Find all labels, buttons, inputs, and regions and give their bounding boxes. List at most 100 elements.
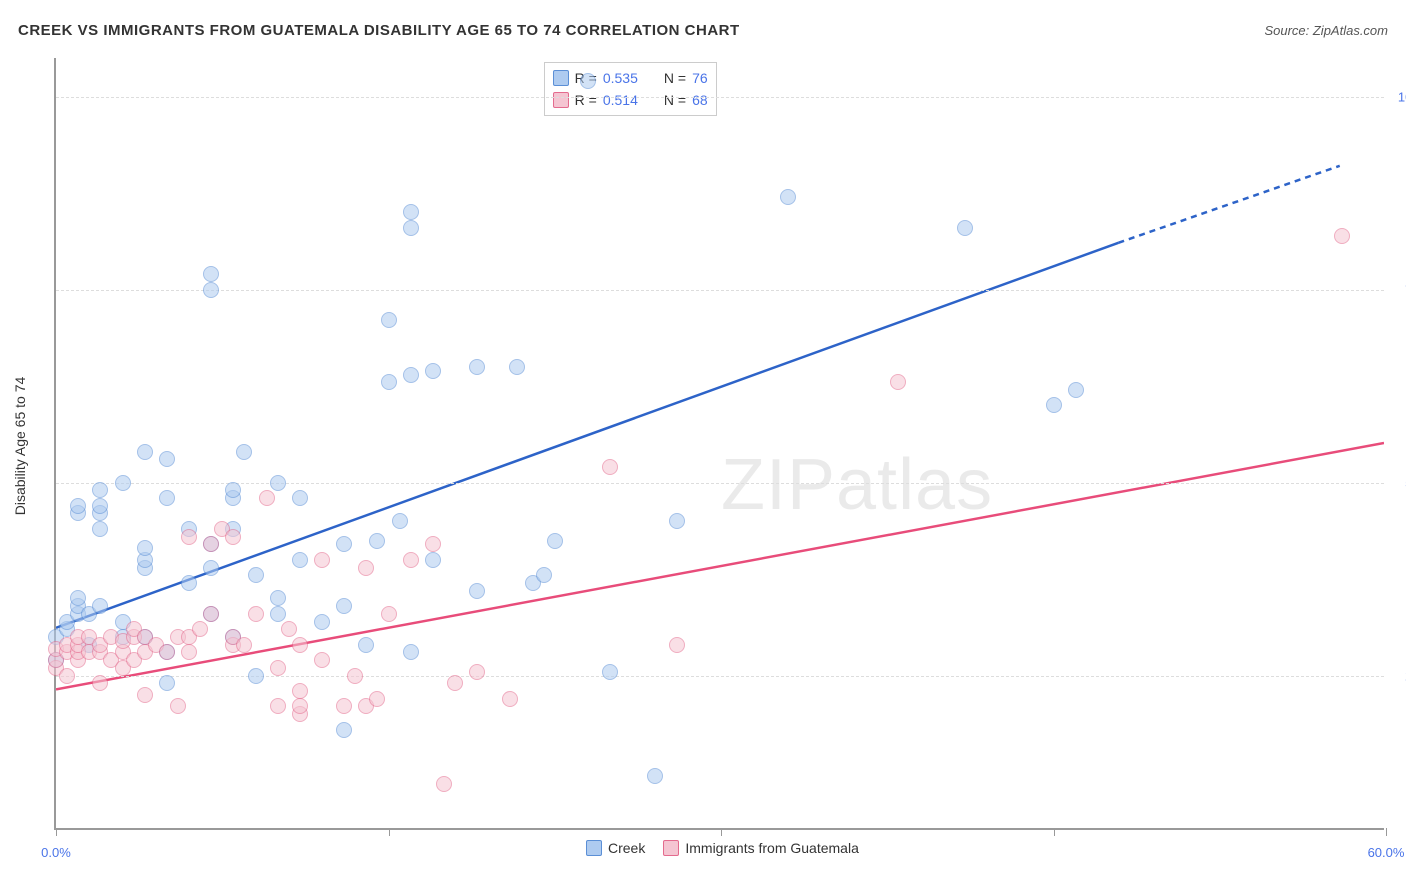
scatter-point (159, 451, 175, 467)
scatter-point (137, 444, 153, 460)
gridline-horizontal (56, 483, 1384, 484)
x-tick (389, 828, 390, 836)
correlation-stats-legend: R = 0.535N = 76R = 0.514N = 68 (544, 62, 717, 116)
scatter-point (236, 444, 252, 460)
scatter-point (780, 189, 796, 205)
n-label: N = (664, 89, 686, 111)
scatter-point (669, 637, 685, 653)
scatter-point (425, 363, 441, 379)
scatter-point (225, 482, 241, 498)
scatter-point (403, 367, 419, 383)
scatter-point (347, 668, 363, 684)
series-legend: Creek Immigrants from Guatemala (586, 840, 859, 856)
scatter-point (248, 606, 264, 622)
scatter-point (336, 722, 352, 738)
scatter-point (248, 567, 264, 583)
gridline-horizontal (56, 97, 1384, 98)
legend-item: Immigrants from Guatemala (663, 840, 859, 856)
scatter-point (203, 606, 219, 622)
legend-swatch (553, 92, 569, 108)
trendlines-svg (56, 58, 1384, 828)
scatter-point (403, 220, 419, 236)
source-prefix: Source: (1264, 23, 1312, 38)
scatter-point (403, 552, 419, 568)
scatter-point (369, 691, 385, 707)
scatter-point (115, 475, 131, 491)
r-value: 0.535 (603, 67, 638, 89)
scatter-point (70, 498, 86, 514)
scatter-point (381, 374, 397, 390)
scatter-point (381, 606, 397, 622)
scatter-point (192, 621, 208, 637)
scatter-point (92, 498, 108, 514)
scatter-point (381, 312, 397, 328)
scatter-point (580, 73, 596, 89)
scatter-point (236, 637, 252, 653)
legend-stat-row: R = 0.514N = 68 (553, 89, 708, 111)
trendline-dashed (1118, 166, 1339, 243)
scatter-point (137, 540, 153, 556)
watermark-part2: atlas (836, 445, 993, 525)
scatter-point (647, 768, 663, 784)
scatter-point (181, 529, 197, 545)
scatter-point (225, 529, 241, 545)
legend-stat-row: R = 0.535N = 76 (553, 67, 708, 89)
legend-label: Creek (608, 840, 645, 856)
scatter-point (669, 513, 685, 529)
scatter-point (181, 575, 197, 591)
scatter-point (137, 687, 153, 703)
gridline-horizontal (56, 290, 1384, 291)
scatter-point (270, 660, 286, 676)
scatter-point (92, 521, 108, 537)
scatter-point (248, 668, 264, 684)
scatter-point (292, 683, 308, 699)
scatter-point (292, 698, 308, 714)
legend-label: Immigrants from Guatemala (685, 840, 859, 856)
scatter-point (203, 282, 219, 298)
x-tick (721, 828, 722, 836)
scatter-point (469, 583, 485, 599)
scatter-point (358, 637, 374, 653)
chart-title: CREEK VS IMMIGRANTS FROM GUATEMALA DISAB… (18, 22, 740, 39)
scatter-point (436, 776, 452, 792)
trendline (56, 443, 1384, 689)
watermark-part1: ZIP (721, 445, 836, 525)
scatter-point (314, 652, 330, 668)
scatter-point (314, 552, 330, 568)
x-tick (56, 828, 57, 836)
scatter-point (469, 359, 485, 375)
n-label: N = (664, 67, 686, 89)
scatter-point (292, 637, 308, 653)
scatter-point (469, 664, 485, 680)
x-tick (1386, 828, 1387, 836)
scatter-point (314, 614, 330, 630)
scatter-point (602, 664, 618, 680)
legend-swatch (553, 70, 569, 86)
scatter-point (890, 374, 906, 390)
scatter-point (336, 598, 352, 614)
scatter-point (536, 567, 552, 583)
scatter-point (270, 475, 286, 491)
scatter-point (957, 220, 973, 236)
scatter-point (92, 675, 108, 691)
scatter-point (369, 533, 385, 549)
scatter-point (203, 560, 219, 576)
scatter-point (159, 644, 175, 660)
x-tick-label: 0.0% (41, 845, 71, 860)
scatter-point (1068, 382, 1084, 398)
scatter-point (425, 536, 441, 552)
scatter-point (181, 644, 197, 660)
source-attribution: Source: ZipAtlas.com (1264, 23, 1388, 38)
scatter-point (602, 459, 618, 475)
legend-swatch (663, 840, 679, 856)
x-tick-label: 60.0% (1368, 845, 1405, 860)
scatter-point (336, 698, 352, 714)
scatter-point (447, 675, 463, 691)
scatter-point (159, 675, 175, 691)
scatter-point (70, 590, 86, 606)
scatter-point (292, 490, 308, 506)
scatter-point (1046, 397, 1062, 413)
source-name: ZipAtlas.com (1313, 23, 1388, 38)
scatter-point (203, 266, 219, 282)
scatter-point (336, 536, 352, 552)
